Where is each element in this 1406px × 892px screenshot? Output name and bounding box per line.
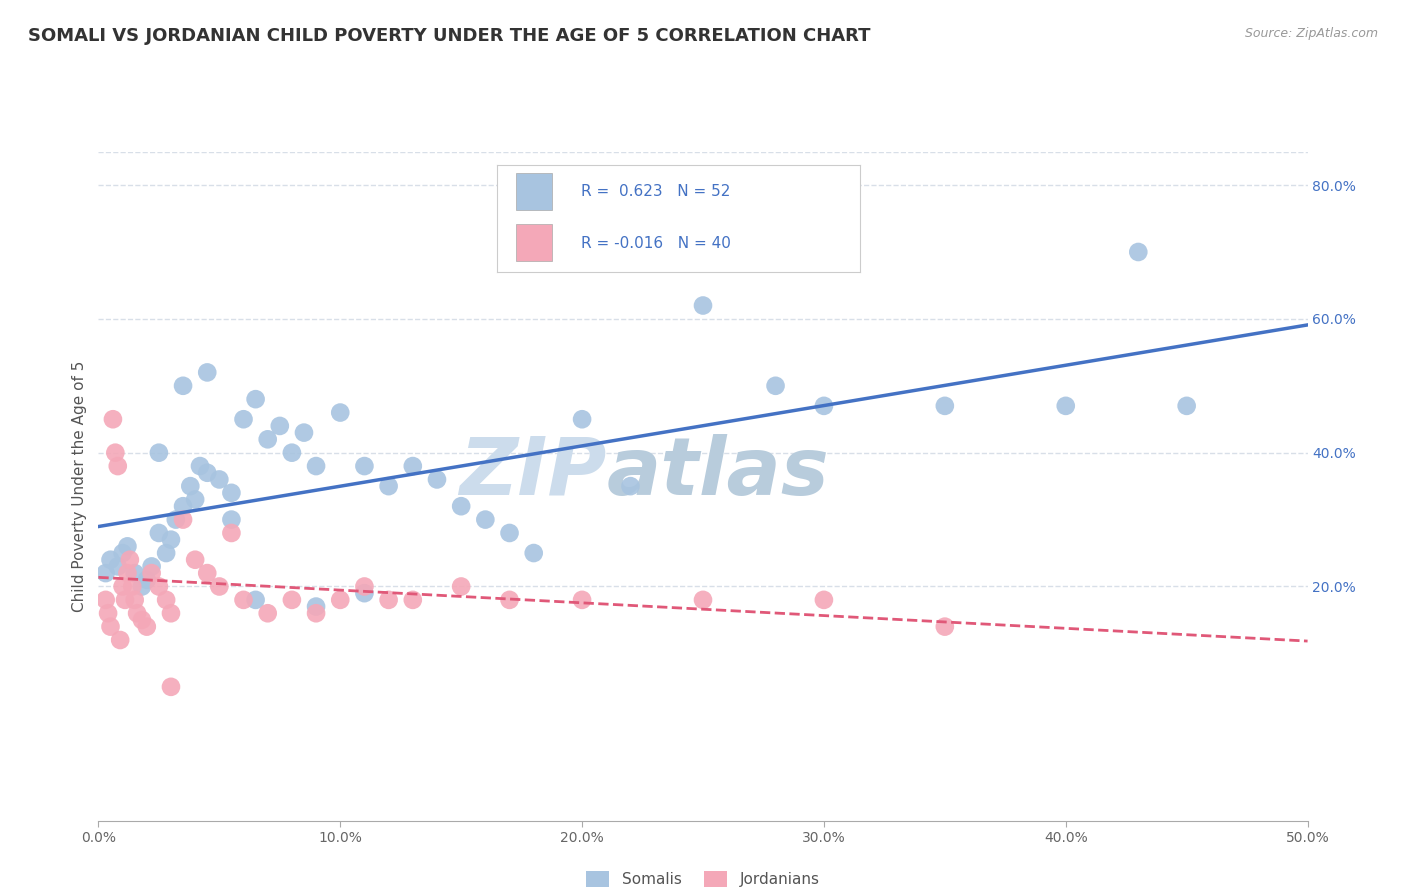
Point	[305, 607, 328, 621]
Point	[571, 592, 593, 607]
Point	[100, 552, 122, 567]
Point	[256, 607, 278, 621]
Point	[131, 613, 153, 627]
Point	[402, 458, 425, 473]
Point	[353, 458, 375, 473]
Point	[934, 399, 956, 413]
Text: atlas: atlas	[606, 434, 830, 512]
Point	[114, 592, 136, 607]
Point	[813, 399, 835, 413]
Point	[195, 466, 218, 480]
Point	[118, 552, 141, 567]
Point	[135, 573, 157, 587]
Point	[269, 419, 291, 434]
Point	[426, 473, 449, 487]
Point	[1175, 399, 1198, 413]
Point	[221, 485, 243, 500]
Point	[281, 446, 304, 460]
Text: ZIP: ZIP	[458, 434, 606, 512]
Point	[155, 592, 177, 607]
Point	[141, 559, 163, 574]
Point	[184, 492, 207, 507]
Point	[148, 446, 170, 460]
Point	[329, 405, 352, 420]
Point	[208, 580, 231, 594]
Point	[619, 479, 641, 493]
Point	[474, 512, 496, 526]
Point	[221, 512, 243, 526]
Point	[111, 546, 134, 560]
Point	[195, 366, 218, 380]
Point	[94, 592, 117, 607]
Point	[188, 458, 211, 473]
Point	[692, 298, 714, 313]
Point	[108, 633, 131, 648]
Point	[377, 592, 399, 607]
Point	[232, 592, 254, 607]
Point	[160, 533, 183, 547]
Point	[160, 607, 183, 621]
Point	[1128, 244, 1150, 259]
Point	[402, 592, 425, 607]
Point	[155, 546, 177, 560]
Point	[148, 526, 170, 541]
Point	[245, 592, 267, 607]
Point	[292, 425, 315, 440]
Y-axis label: Child Poverty Under the Age of 5: Child Poverty Under the Age of 5	[72, 360, 87, 612]
Point	[934, 619, 956, 633]
Point	[100, 619, 122, 633]
Point	[232, 412, 254, 426]
Point	[165, 512, 187, 526]
Point	[195, 566, 218, 581]
Point	[131, 580, 153, 594]
Point	[498, 592, 520, 607]
Point	[1054, 399, 1077, 413]
Point	[97, 607, 120, 621]
Point	[523, 546, 546, 560]
Point	[281, 592, 304, 607]
Point	[498, 526, 520, 541]
Point	[124, 592, 146, 607]
Point	[127, 607, 149, 621]
Point	[353, 580, 375, 594]
Point	[107, 559, 129, 574]
Point	[160, 680, 183, 694]
Point	[172, 512, 194, 526]
Point	[245, 392, 267, 407]
Point	[117, 566, 139, 581]
Legend: Somalis, Jordanians: Somalis, Jordanians	[581, 865, 825, 892]
Point	[450, 580, 472, 594]
Point	[124, 566, 146, 581]
Point	[450, 500, 472, 514]
Point	[111, 580, 134, 594]
Point	[101, 412, 124, 426]
Point	[305, 599, 328, 614]
Point	[117, 539, 139, 553]
Point	[179, 479, 201, 493]
Point	[172, 378, 194, 392]
Point	[221, 526, 243, 541]
Point	[256, 433, 278, 447]
Point	[208, 473, 231, 487]
Point	[121, 580, 143, 594]
Point	[107, 458, 129, 473]
Point	[571, 412, 593, 426]
Point	[353, 586, 375, 600]
Point	[765, 378, 787, 392]
Point	[329, 592, 352, 607]
Text: SOMALI VS JORDANIAN CHILD POVERTY UNDER THE AGE OF 5 CORRELATION CHART: SOMALI VS JORDANIAN CHILD POVERTY UNDER …	[28, 27, 870, 45]
Point	[813, 592, 835, 607]
Point	[94, 566, 117, 581]
Point	[305, 458, 328, 473]
Point	[141, 566, 163, 581]
Point	[172, 500, 194, 514]
Point	[104, 446, 127, 460]
Point	[692, 592, 714, 607]
Point	[184, 552, 207, 567]
Point	[148, 580, 170, 594]
Point	[135, 619, 157, 633]
Text: Source: ZipAtlas.com: Source: ZipAtlas.com	[1244, 27, 1378, 40]
Point	[377, 479, 399, 493]
